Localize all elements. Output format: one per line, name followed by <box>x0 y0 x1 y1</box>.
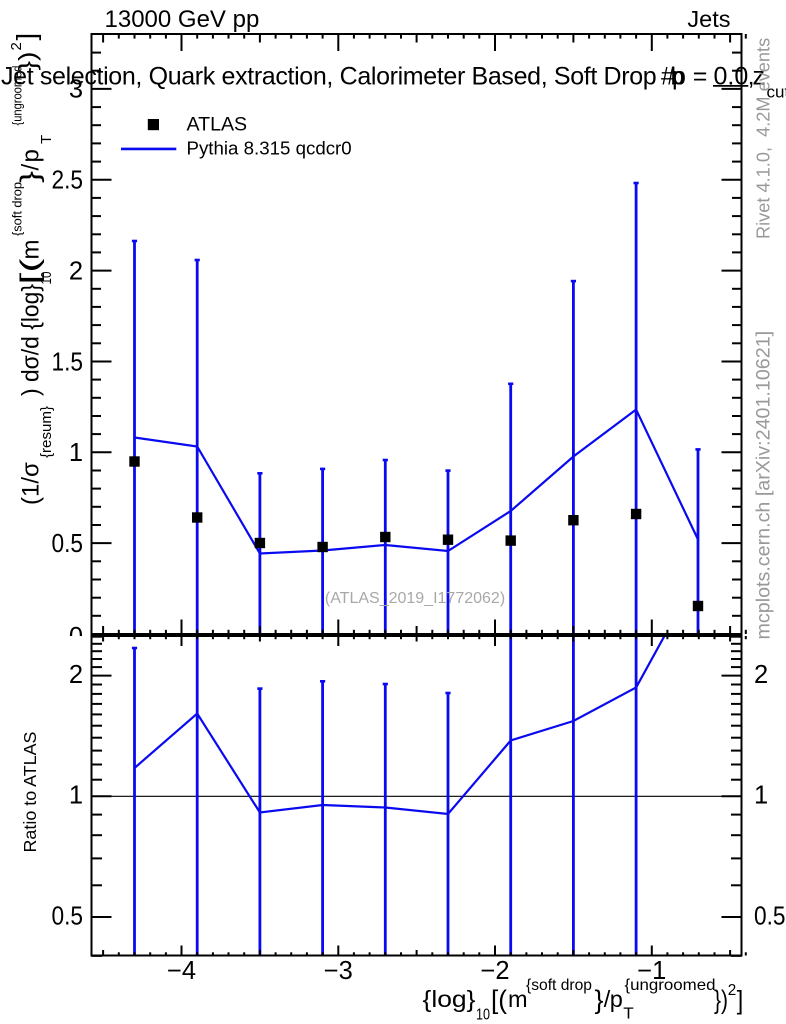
svg-text:13000 GeV pp: 13000 GeV pp <box>105 6 260 33</box>
svg-text:m: m <box>18 240 45 260</box>
svg-text:2.5: 2.5 <box>52 167 84 195</box>
svg-text:=: = <box>693 62 708 90</box>
svg-text:cut: cut <box>767 82 786 101</box>
svg-text:3: 3 <box>69 76 83 104</box>
svg-text:1: 1 <box>69 782 83 810</box>
svg-text:{ungroomed: {ungroomed <box>625 977 716 994</box>
svg-text:Ratio to ATLAS: Ratio to ATLAS <box>20 731 40 852</box>
svg-text:−3: −3 <box>324 957 353 985</box>
svg-text:#: # <box>661 62 675 90</box>
svg-text:10: 10 <box>476 1007 490 1024</box>
svg-text:Pythia 8.315 qcdcr0: Pythia 8.315 qcdcr0 <box>187 138 352 159</box>
svg-text:p: p <box>18 149 45 162</box>
svg-text:0.5: 0.5 <box>754 902 786 930</box>
svg-text:1.5: 1.5 <box>52 348 84 376</box>
svg-text:[(: [( <box>491 987 508 1015</box>
svg-text:1: 1 <box>69 439 83 467</box>
svg-text:2: 2 <box>754 661 768 689</box>
svg-text:Jets: Jets <box>687 6 730 32</box>
svg-text:2: 2 <box>8 42 25 50</box>
svg-text:0.5: 0.5 <box>52 902 84 930</box>
svg-text:{ungroomed: {ungroomed <box>10 66 25 126</box>
svg-text:/: / <box>604 986 611 1012</box>
svg-text:ATLAS: ATLAS <box>187 114 248 136</box>
svg-text:]: ] <box>737 985 744 1015</box>
svg-text:T: T <box>38 135 55 144</box>
svg-text:,: , <box>748 62 755 90</box>
svg-text:{soft drop: {soft drop <box>526 977 592 994</box>
svg-text:Rivet 4.1.0, 4.2M events: Rivet 4.1.0, 4.2M events <box>754 38 774 239</box>
svg-text:(ATLAS_2019_I1772062): (ATLAS_2019_I1772062) <box>325 590 505 607</box>
svg-text:}): }) <box>15 52 42 71</box>
svg-text:1: 1 <box>754 782 768 810</box>
svg-text:}: } <box>17 170 45 183</box>
svg-text:p: p <box>610 986 623 1012</box>
svg-text:2: 2 <box>69 257 83 285</box>
svg-text:Jet selection, Quark extractio: Jet selection, Quark extraction, Calorim… <box>1 62 656 90</box>
svg-text:p: p <box>672 62 686 90</box>
svg-text:{soft drop: {soft drop <box>10 182 25 236</box>
svg-text:−4: −4 <box>167 957 196 985</box>
svg-text:}: } <box>595 987 604 1015</box>
svg-text:2: 2 <box>728 982 737 999</box>
svg-text:]: ] <box>12 33 42 41</box>
svg-text:) dσ/d {log}: ) dσ/d {log} <box>18 284 45 396</box>
svg-text:T: T <box>623 1006 634 1023</box>
svg-text:(1/σ: (1/σ <box>18 462 45 505</box>
svg-text:[(: [( <box>17 258 45 285</box>
svg-text:{log}: {log} <box>423 986 476 1012</box>
svg-text:{resum}: {resum} <box>38 406 55 458</box>
svg-text:b: b <box>671 62 685 90</box>
svg-text:/: / <box>18 164 45 171</box>
svg-text:10: 10 <box>38 272 55 285</box>
svg-text:z: z <box>753 62 766 90</box>
svg-text:−1: −1 <box>637 957 666 985</box>
svg-text:0.5: 0.5 <box>52 530 84 558</box>
svg-text:−2: −2 <box>480 957 509 985</box>
svg-text:}): }) <box>714 987 728 1015</box>
svg-text:mcplots.cern.ch [arXiv:2401.10: mcplots.cern.ch [arXiv:2401.10621] <box>753 331 775 640</box>
svg-text:m: m <box>508 986 528 1012</box>
svg-text:2: 2 <box>69 661 83 689</box>
